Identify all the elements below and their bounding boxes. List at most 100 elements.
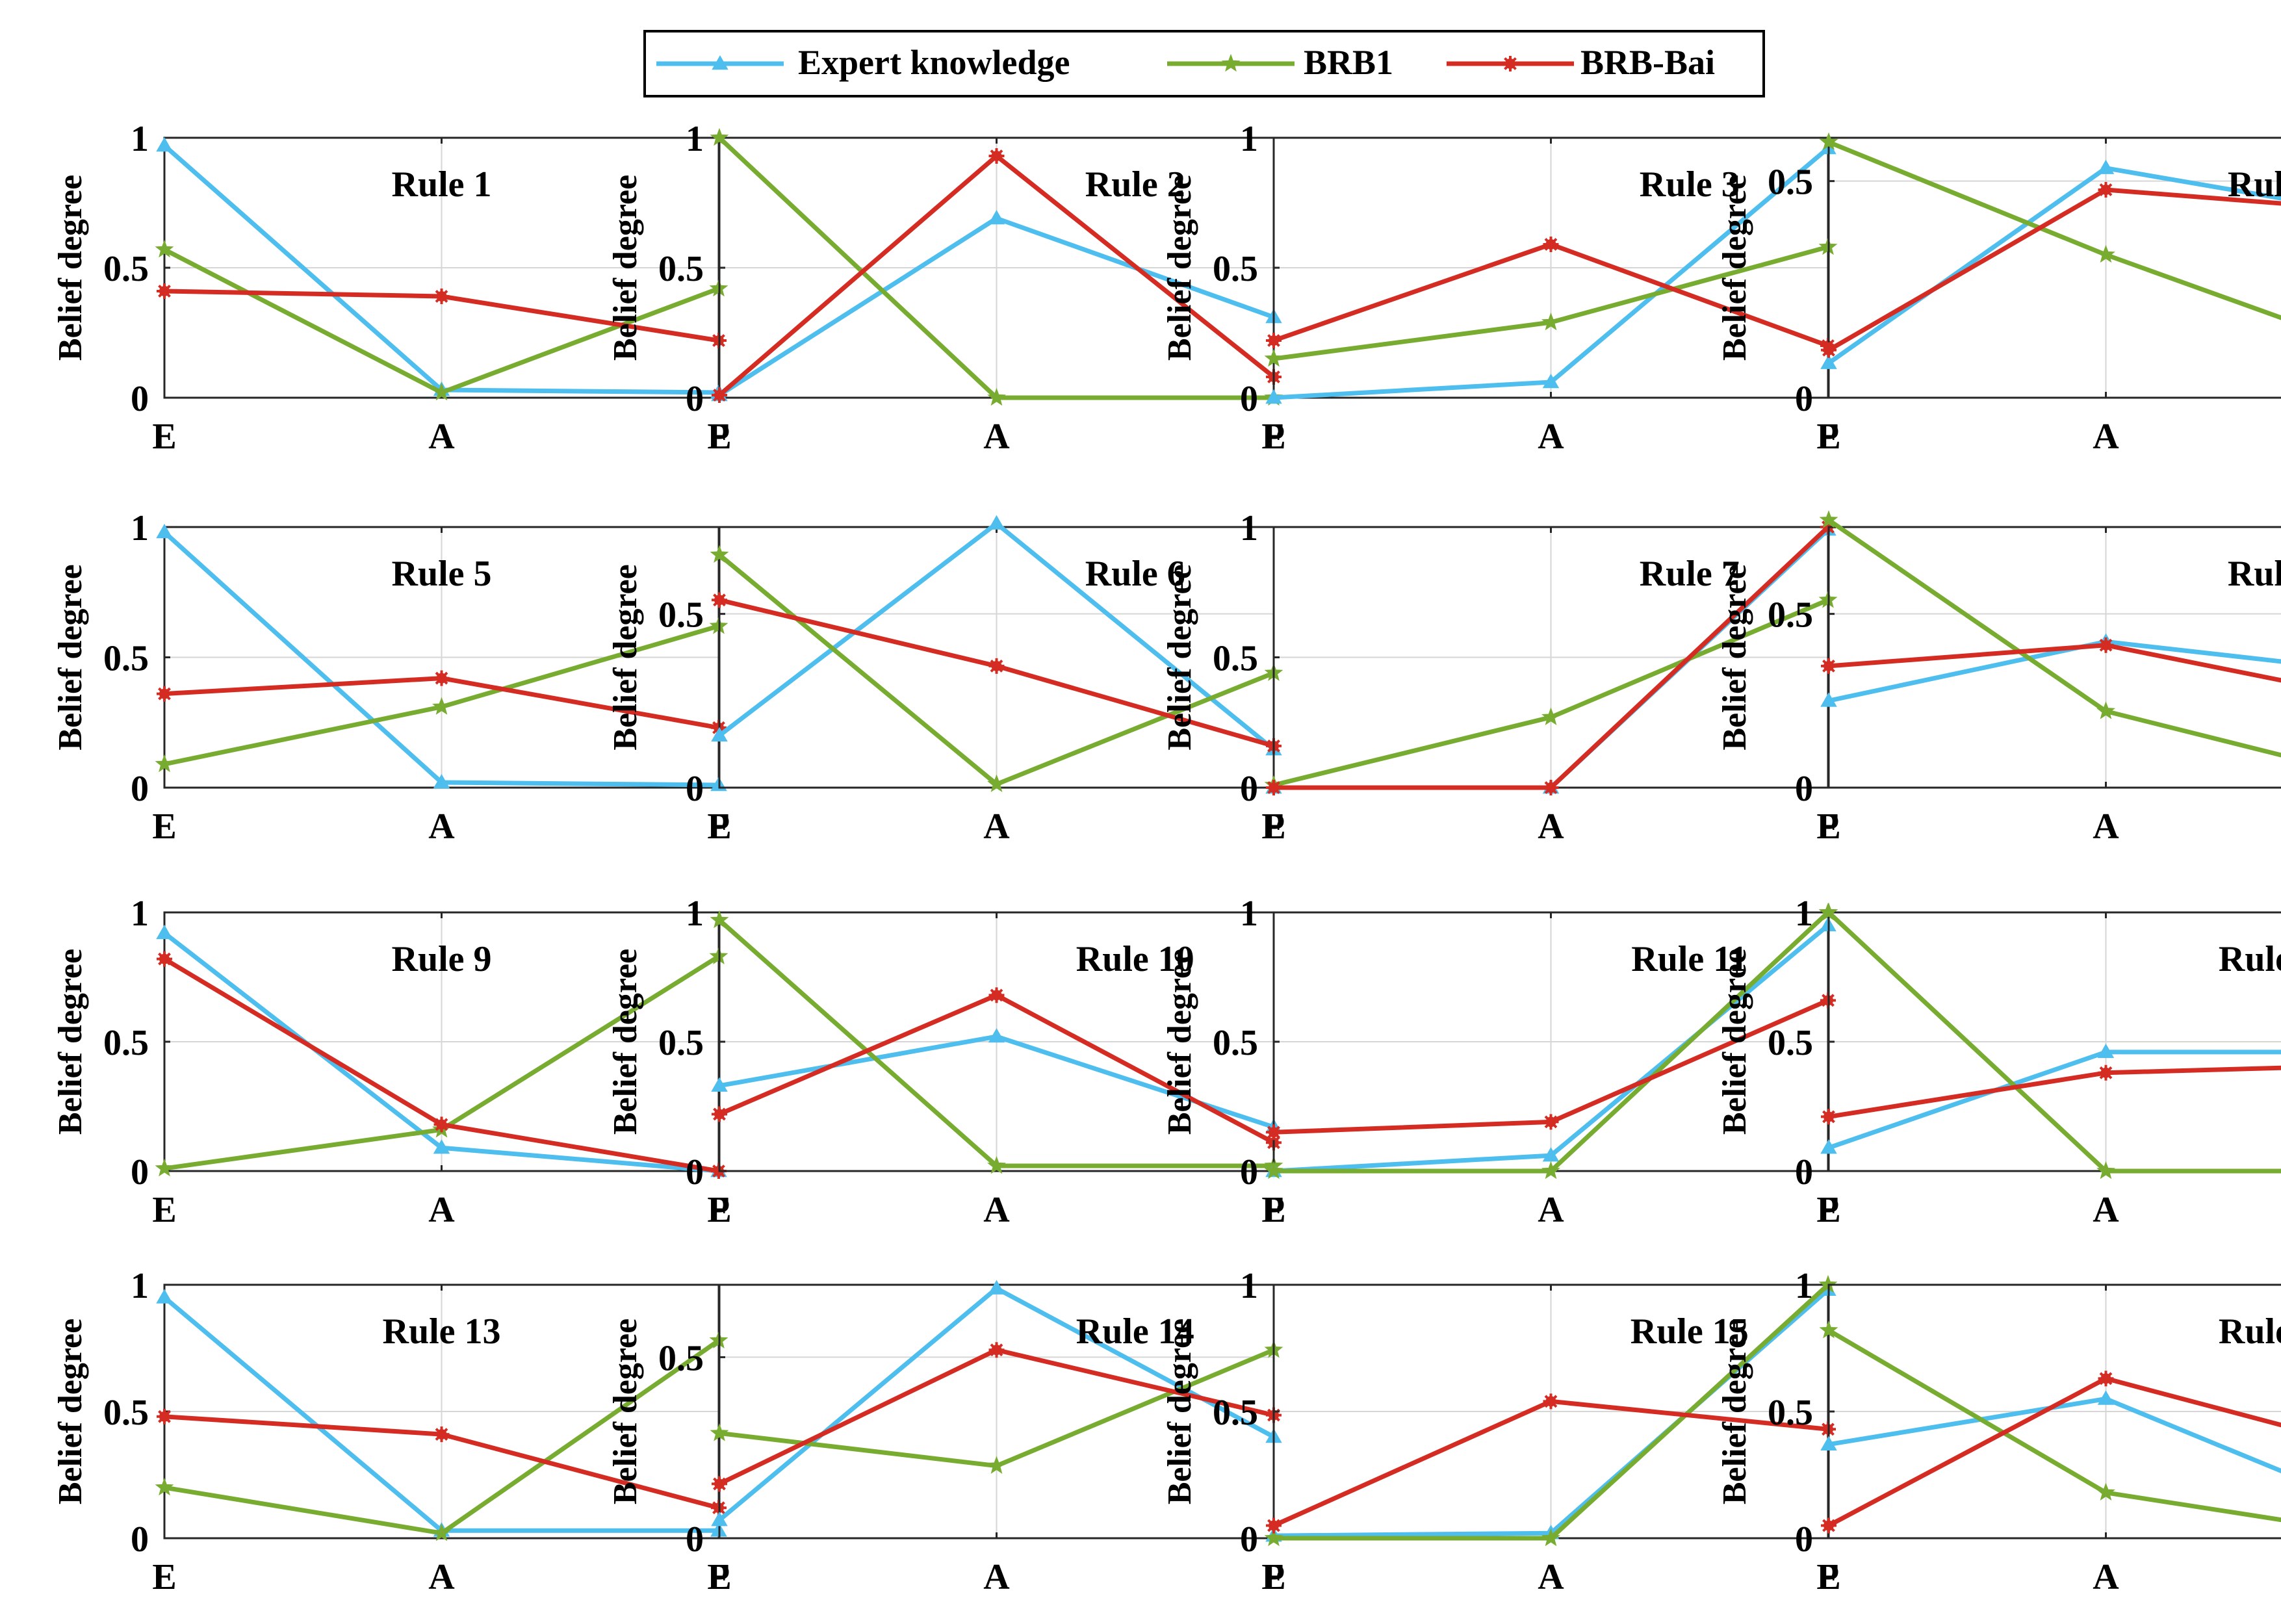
panel-13-ylabel: Belief degree [52,1319,89,1504]
panel-4-xtick-e: E [1816,417,1840,457]
panel-13-point-brb1-a [432,1523,451,1541]
panel-14-xtick-p: P [1263,1557,1285,1597]
panel-9-ylabel: Belief degree [52,949,89,1135]
panel-12-point-brb-bai-e [1821,1109,1836,1125]
panel-5-point-brb1-e [155,754,174,773]
panel-1-point-brb1-e [155,239,174,258]
panel-13-ytick-label-0: 0 [131,1519,149,1560]
panel-15-ylabel: Belief degree [1161,1319,1198,1504]
legend: Expert knowledge BRB1 BRB-Bai [643,30,1765,97]
panel-16-line-expert-knowledge [1828,1397,2281,1474]
panel-16-point-brb-bai-a [2098,1371,2114,1387]
panel-10-title: Rule 10 [1076,939,1194,979]
panel-5-ytick-label-2: 1 [131,508,149,548]
panel-12-point-expert-knowledge-a [2097,1043,2115,1059]
panel-9-ytick-label-1: 0.5 [103,1023,149,1063]
panel-15-point-brb1-e [1264,1528,1283,1547]
panel-13-xtick-e: E [152,1557,176,1597]
panel-1-point-brb1-a [432,382,451,401]
panel-4-title: Rule 4 [2228,164,2281,205]
panel-3-point-brb1-a [1541,312,1560,331]
panel-6-xtick-e: E [707,806,731,847]
panel-9-xtick-e: E [152,1190,176,1230]
panel-4-ytick-label-0: 0 [1795,379,1813,419]
panel-6-point-expert-knowledge-a [988,515,1005,530]
panel-10-point-brb-bai-a [988,987,1005,1003]
panel-9-point-expert-knowledge-a [433,1139,450,1154]
panel-16-ytick-label-2: 1 [1795,1266,1813,1306]
panel-9-xtick-p: P [708,1190,730,1230]
panel-11-point-brb-bai-a [1543,1114,1559,1130]
panel-11-xtick-a: A [1538,1190,1564,1230]
panel-9-ytick-label-2: 1 [131,894,149,934]
panel-12-ytick-label-1: 0.5 [1768,1023,1813,1063]
panel-6-point-brb-bai-e [712,592,727,608]
panel-8-point-brb1-a [2096,701,2115,719]
panel-16-title: Rule 16 [2219,1311,2281,1352]
panel-10-point-expert-knowledge-e [711,1077,728,1092]
panel-6-point-brb-bai-a [988,658,1005,674]
panel-11-xtick-e: E [1261,1190,1285,1230]
panel-15-series-brb-bai [1266,1393,1836,1534]
panel-2-point-brb1-a [987,387,1006,406]
panel-7-ytick-label-1: 0.5 [1213,639,1258,679]
panel-4-axes-box [1827,136,2281,399]
panel-15-xtick-e: E [1261,1557,1285,1597]
panel-15-title: Rule 15 [1630,1311,1749,1352]
panel-11-ytick-label-0: 0 [1240,1152,1258,1192]
panel-8-ytick-label-0: 0 [1795,769,1813,809]
panel-4-series-brb-bai [1821,182,2281,358]
panel-2-point-brb-bai-e [712,387,727,403]
panel-10-point-brb1-a [987,1155,1006,1174]
panel-4-line-brb1 [1827,140,2281,320]
panel-12-line-brb-bai [1828,1065,2281,1119]
panel-16-xtick-e: E [1816,1557,1840,1597]
panel-3-point-brb-bai-a [1543,237,1559,252]
panel-13-ytick-label-2: 1 [131,1266,149,1306]
panel-16-series-brb1 [1819,1321,2281,1523]
panel-12-series-brb1 [1819,902,2281,1179]
panel-3-xtick-p: P [1817,417,1839,457]
panel-2-series-brb-bai [712,148,1282,403]
panel-6-point-expert-knowledge-e [711,727,728,742]
panel-5-xtick-e: E [152,806,176,847]
panel-10-xtick-a: A [983,1190,1010,1230]
panel-5-point-brb-bai-e [157,686,172,702]
panel-11-xtick-p: P [1817,1190,1839,1230]
panel-3-point-brb1-e [1264,348,1283,367]
panel-8: E A P0 0.5 Belief degree Rule 8 [1716,510,2281,847]
panel-16-point-brb1-a [2096,1482,2115,1501]
panel-13-title: Rule 13 [383,1311,501,1352]
panel-8-ylabel: Belief degree [1716,564,1753,750]
panel-14-point-expert-knowledge-e [711,1512,728,1527]
panel-14-series-brb-bai [712,1342,1282,1492]
panel-10-point-expert-knowledge-a [988,1028,1005,1043]
panel-1-ytick-label-2: 1 [131,119,149,159]
panel-9-point-brb-bai-e [157,951,172,967]
panel-8-point-expert-knowledge-e [1820,692,1837,707]
panel-5-xtick-a: A [428,806,455,847]
panel-14-ytick-label-1: 0.5 [658,1338,704,1378]
panel-6-xtick-p: P [1263,806,1285,847]
panel-2-ytick-label-0: 0 [686,379,704,419]
panel-16-point-brb-bai-e [1821,1517,1836,1534]
panel-15-xtick-p: P [1817,1557,1839,1597]
panel-3-title: Rule 3 [1640,164,1740,205]
panel-1-ylabel: Belief degree [52,175,89,361]
panel-16: E A P0 0.5 1 Belief degree Rule 16 [1716,1266,2281,1597]
panel-11-title: Rule 11 [1631,939,1747,979]
panel-11-point-brb1-a [1541,1161,1560,1179]
panel-16-series-expert-knowledge [1820,1390,2281,1474]
panel-15-point-brb1-a [1541,1528,1560,1547]
panel-12-title: Rule 12 [2219,939,2281,979]
panel-7-ytick-label-0: 0 [1240,769,1258,809]
panel-14-point-brb1-a [987,1456,1006,1474]
panel-1-ytick-label-0: 0 [131,379,149,419]
panel-5-xtick-p: P [708,806,730,847]
panel-10-point-brb-bai-e [712,1106,727,1122]
